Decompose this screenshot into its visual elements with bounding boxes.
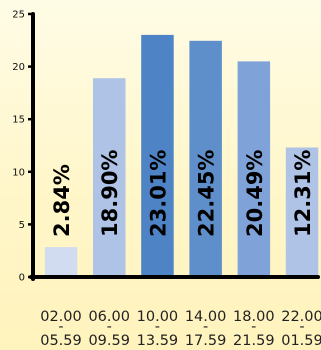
x-tick-label: 22.00 [281,309,321,325]
data-label: 12.31% [291,150,315,237]
x-tick-label: 10.00 [137,309,179,325]
bar [141,34,174,278]
x-tick-label: - [251,319,256,335]
x-tick-label: 14.00 [185,309,227,325]
y-tick-label: 5 [19,220,25,231]
bars-layer [44,34,319,278]
x-tick-label: - [107,319,112,335]
x-tick-label: 06.00 [88,309,130,325]
axes-layer [28,12,320,281]
x-tick-label: - [299,319,304,335]
x-tick-label: 21.59 [233,333,275,349]
x-tick-label: 13.59 [137,333,179,349]
x-tick-label: 01.59 [281,333,321,349]
data-label: 2.84% [50,164,74,237]
bar [44,247,78,277]
x-tick-label: - [58,319,63,335]
x-tick-label: - [155,319,160,335]
data-label: 20.49% [243,150,267,237]
x-tick-label: 09.59 [88,333,130,349]
labels-layer: 2.84% 18.90% 23.01% 22.45% 20.49% 12.31% 0 5 10 1… [12,10,321,350]
bar [93,78,126,277]
y-tick-label: 20 [12,62,25,73]
data-label: 23.01% [146,150,170,237]
y-tick-label: 15 [12,115,25,126]
data-label: 18.90% [98,150,122,237]
x-tick-label: 05.59 [40,333,82,349]
data-label: 22.45% [195,150,219,237]
x-tick-label: 02.00 [40,309,82,325]
x-tick-label: 18.00 [233,309,275,325]
bar [285,147,319,277]
bar [189,40,222,277]
x-tick-label: 17.59 [185,333,227,349]
y-tick-label: 0 [19,273,25,284]
x-tick-label: - [203,319,208,335]
bar [237,61,271,278]
y-tick-label: 10 [12,167,25,178]
y-tick-label: 25 [12,10,25,21]
